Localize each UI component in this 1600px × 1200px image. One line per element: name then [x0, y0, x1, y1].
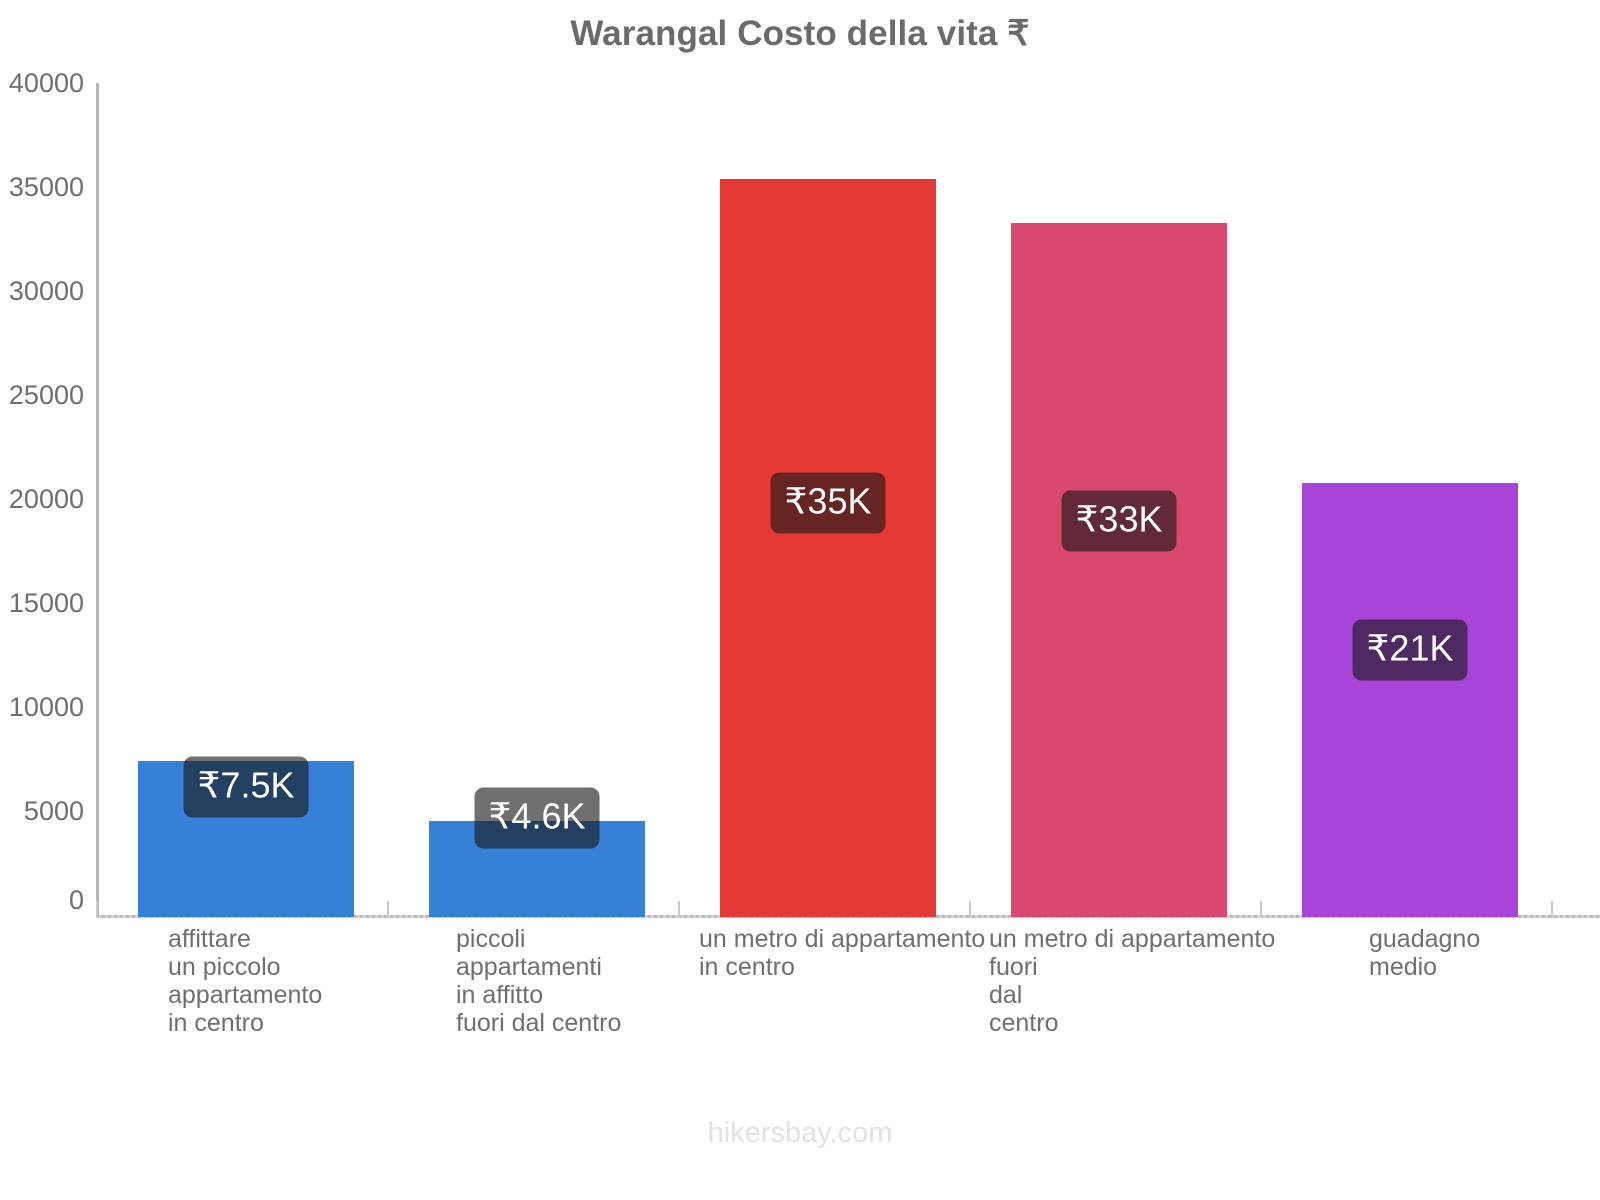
bar-value-label-1: ₹4.6K [474, 787, 600, 849]
y-tick-40000: 40000 [8, 68, 84, 98]
y-tick-30000: 30000 [8, 276, 84, 306]
x-label-0: affittare un piccolo appartamento in cen… [168, 925, 323, 1037]
x-label-2: un metro di appartamento in centro [699, 925, 986, 981]
x-label-4: guadagno medio [1369, 925, 1481, 981]
y-tick-10000: 10000 [8, 692, 84, 722]
x-label-3: un metro di appartamento fuori dal centr… [989, 925, 1276, 1037]
bar-un-metro-di-appartamento-fuori-dal-centro[interactable] [1011, 222, 1227, 917]
category-separator [387, 901, 389, 918]
bar-value-label-2: ₹35K [770, 472, 886, 534]
y-tick-35000: 35000 [8, 172, 84, 202]
category-separator [969, 901, 971, 918]
category-separator [678, 901, 680, 918]
bar-value-label-0: ₹7.5K [183, 756, 309, 818]
y-tick-0: 0 [68, 885, 84, 915]
category-separator [1551, 901, 1553, 918]
bar-value-label-3: ₹33K [1061, 490, 1177, 552]
watermark-hikersbay: hikersbay.com [707, 1117, 893, 1149]
bar-un-metro-di-appartamento-in-centro[interactable] [720, 178, 936, 917]
category-separator [96, 901, 98, 918]
y-axis-line [96, 83, 99, 917]
y-tick-15000: 15000 [8, 588, 84, 618]
chart-title: Warangal Costo della vita ₹ [570, 14, 1030, 53]
y-tick-25000: 25000 [8, 380, 84, 410]
bar-value-label-4: ₹21K [1352, 619, 1468, 681]
x-label-1: piccoli appartamenti in affitto fuori da… [456, 925, 622, 1037]
bar-guadagno-medio[interactable] [1302, 483, 1518, 917]
category-separator [1260, 901, 1262, 918]
y-tick-20000: 20000 [8, 484, 84, 514]
bars-layer: ₹7.5K ₹4.6K ₹35K ₹33K ₹21K [0, 83, 1600, 917]
y-tick-5000: 5000 [23, 796, 84, 826]
